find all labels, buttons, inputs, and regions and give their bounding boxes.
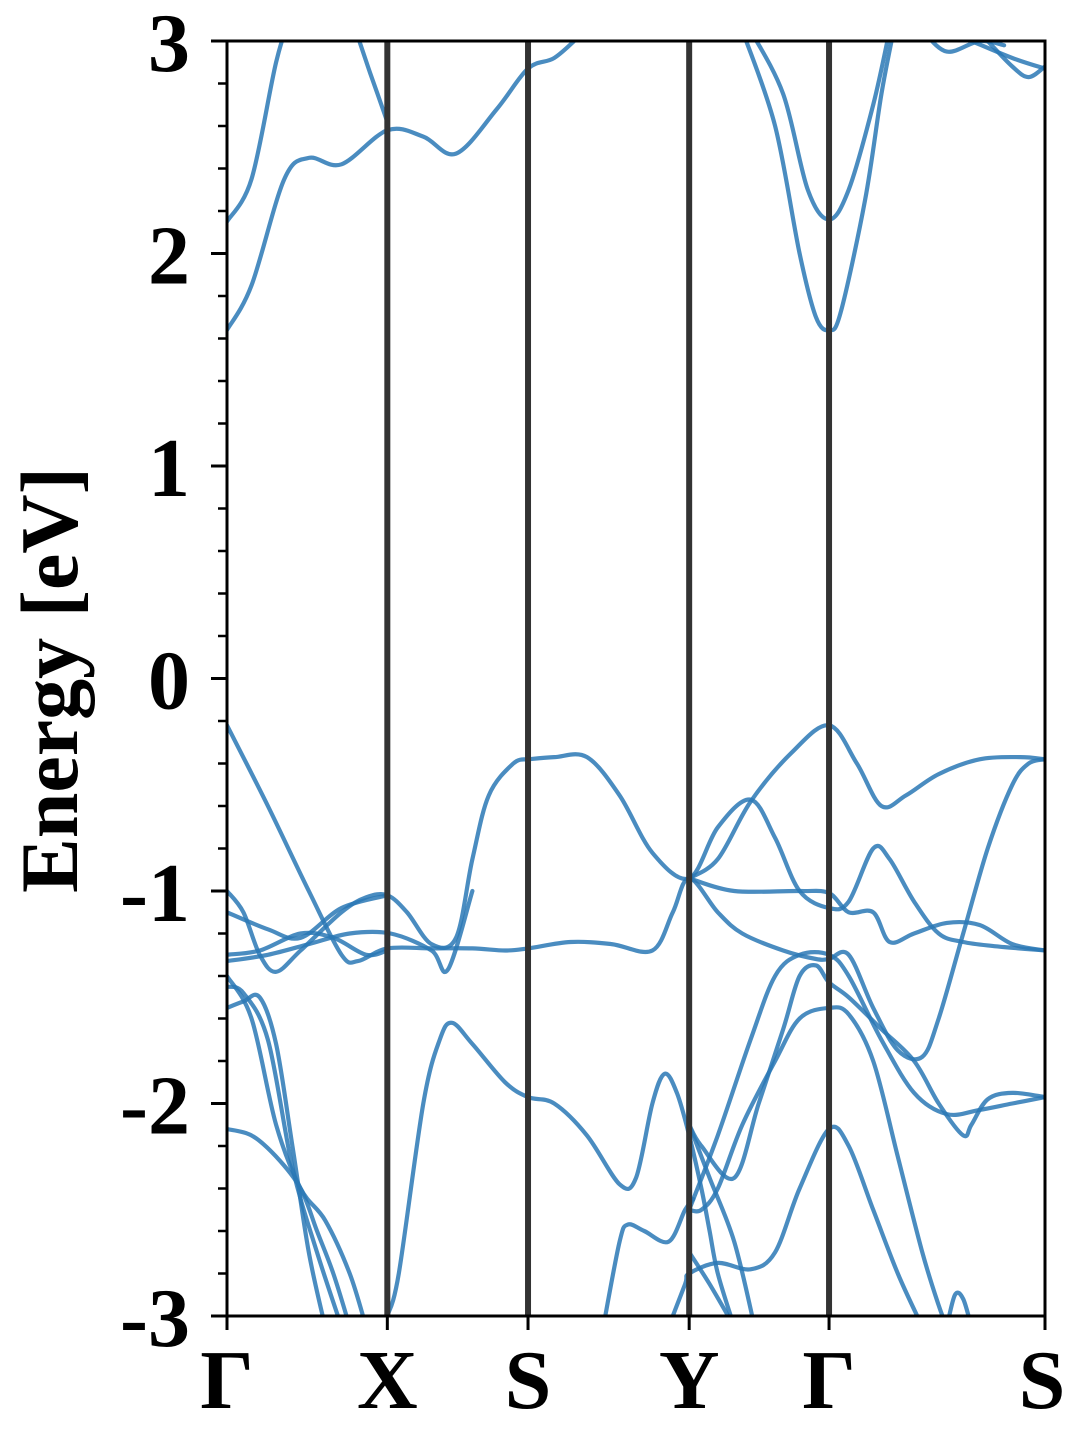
band-line-28 (947, 1290, 971, 1316)
x-tick-label-2: S (505, 1334, 552, 1427)
band-line-0 (227, 41, 285, 224)
x-tick-label-5: S (1019, 1334, 1066, 1427)
band-line-13 (227, 893, 390, 941)
bands-layer (227, 41, 1045, 1316)
band-line-25 (687, 950, 1045, 1212)
y-tick-label-3: 0 (148, 635, 190, 728)
kpath-lines (384, 41, 833, 1316)
band-line-21 (603, 1197, 696, 1316)
band-line-14 (227, 930, 390, 958)
band-line-2 (357, 41, 390, 124)
x-tick-label-0: Γ (200, 1334, 253, 1427)
band-line-11 (687, 876, 1045, 953)
y-tick-label-6: 3 (148, 0, 190, 90)
y-axis-label: Energy [eV] (4, 467, 95, 893)
x-tick-label-4: Γ (802, 1334, 855, 1427)
band-line-10 (687, 723, 1045, 881)
band-line-24 (687, 963, 1045, 1182)
band-line-26 (687, 1250, 731, 1316)
band-line-20 (385, 1020, 733, 1316)
y-tick-label-1: -2 (120, 1060, 190, 1153)
band-line-7 (969, 41, 1045, 71)
band-line-12 (227, 757, 531, 974)
band-line-8 (227, 723, 1045, 1062)
x-tick-label-3: Y (659, 1334, 720, 1427)
band-line-19 (227, 1126, 349, 1316)
band-line-3 (743, 41, 894, 333)
y-tick-label-2: -1 (120, 847, 190, 940)
band-line-15 (227, 888, 475, 974)
x-tick-label-1: X (357, 1334, 418, 1427)
y-axis-ticks: -3 -2 -1 0 1 2 3 (120, 0, 227, 1365)
band-line-16 (227, 992, 325, 1316)
band-line-18 (227, 973, 366, 1316)
y-tick-label-5: 2 (148, 210, 190, 303)
band-line-27 (687, 1122, 755, 1316)
band-line-17 (227, 984, 341, 1316)
y-tick-label-0: -3 (120, 1272, 190, 1365)
plot-frame (225, 39, 1047, 1318)
y-tick-label-4: 1 (148, 422, 190, 515)
